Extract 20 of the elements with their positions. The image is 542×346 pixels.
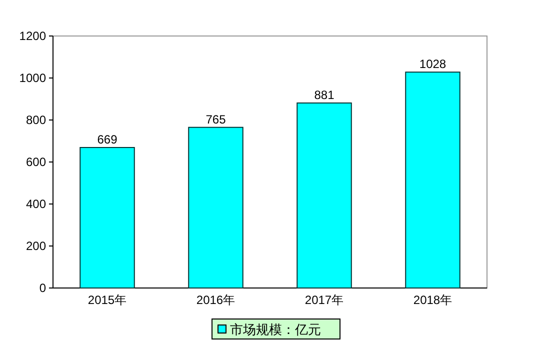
y-tick-label: 1200 — [19, 29, 46, 43]
data-label: 765 — [206, 112, 226, 126]
x-tick-label: 2016年 — [196, 293, 236, 307]
y-tick-label: 1000 — [19, 71, 46, 85]
data-label: 881 — [314, 88, 335, 102]
legend-label: 市场规模：亿元 — [230, 322, 321, 337]
x-tick-label: 2015年 — [88, 293, 127, 307]
x-tick-label: 2017年 — [304, 293, 344, 307]
x-tick-label: 2018年 — [413, 293, 452, 307]
y-tick-label: 800 — [26, 113, 46, 127]
y-tick-label: 600 — [26, 155, 46, 169]
y-tick-label: 200 — [26, 239, 46, 253]
y-tick-label: 0 — [39, 281, 46, 295]
bar — [80, 147, 135, 288]
data-label: 1028 — [419, 57, 446, 72]
data-label: 669 — [97, 132, 118, 147]
bar — [405, 72, 460, 288]
bar — [296, 102, 352, 288]
y-tick-label: 400 — [26, 197, 46, 211]
bar — [188, 126, 244, 288]
